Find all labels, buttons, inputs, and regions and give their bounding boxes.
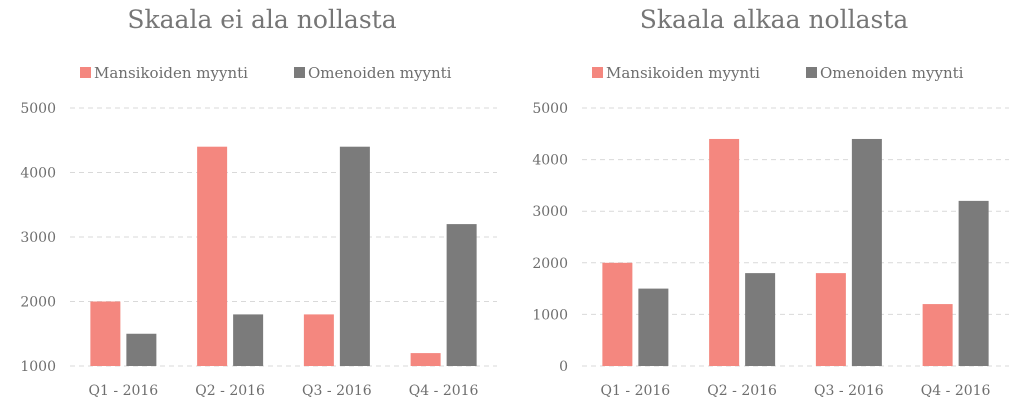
left-bar-omena-2 [233, 314, 264, 366]
left-x-tick-2: Q2 - 2016 [195, 383, 265, 399]
right-legend-label-1: Mansikoiden myynti [606, 64, 760, 82]
right-bar-mansikka-3 [815, 273, 846, 366]
right-x-tick-3: Q3 - 2016 [814, 383, 884, 399]
chart-left: Skaala ei ala nollasta Mansikoiden myynti… [20, 5, 497, 399]
left-bar-mansikka-3 [303, 314, 334, 366]
left-y-tick-4000: 4000 [20, 166, 56, 182]
left-x-tick-1: Q1 - 2016 [89, 383, 159, 399]
left-bar-mansikka-2 [197, 146, 228, 366]
right-x-tick-4: Q4 - 2016 [921, 383, 991, 399]
left-bar-omena-3 [339, 146, 370, 366]
left-x-tick-4: Q4 - 2016 [409, 383, 479, 399]
left-y-tick-5000: 5000 [20, 101, 56, 117]
right-bar-omena-3 [851, 138, 882, 366]
right-bar-mansikka-1 [602, 262, 633, 366]
left-legend-label-1: Mansikoiden myynti [94, 64, 248, 82]
left-legend-label-2: Omenoiden myynti [308, 64, 452, 82]
right-bar-mansikka-2 [709, 138, 740, 366]
right-y-tick-4000: 4000 [532, 153, 568, 169]
right-y-tick-0: 0 [559, 359, 568, 375]
right-legend-swatch-1 [592, 67, 603, 78]
left-legend-swatch-1 [80, 67, 91, 78]
right-y-tick-3000: 3000 [532, 204, 568, 220]
left-y-tick-2000: 2000 [20, 295, 56, 311]
right-y-tick-2000: 2000 [532, 256, 568, 272]
left-bar-omena-4 [446, 224, 477, 366]
left-y-tick-1000: 1000 [20, 359, 56, 375]
right-bar-mansikka-4 [922, 304, 953, 366]
right-bar-omena-2 [745, 273, 776, 366]
right-y-tick-5000: 5000 [532, 101, 568, 117]
left-bar-mansikka-1 [90, 301, 121, 366]
right-legend-label-2: Omenoiden myynti [820, 64, 964, 82]
left-y-tick-3000: 3000 [20, 230, 56, 246]
right-chart-title: Skaala alkaa nollasta [640, 5, 909, 34]
left-x-tick-3: Q3 - 2016 [302, 383, 372, 399]
left-chart-title: Skaala ei ala nollasta [127, 5, 396, 34]
left-bar-omena-1 [126, 333, 157, 366]
chart-right: Skaala alkaa nollasta Mansikoiden myynti O… [532, 5, 1009, 399]
right-legend-swatch-2 [806, 67, 817, 78]
right-bar-omena-1 [638, 288, 669, 366]
right-x-tick-2: Q2 - 2016 [707, 383, 777, 399]
left-bar-mansikka-4 [410, 353, 441, 366]
right-x-tick-1: Q1 - 2016 [601, 383, 671, 399]
right-y-tick-1000: 1000 [532, 307, 568, 323]
right-bar-omena-4 [958, 200, 989, 366]
left-legend-swatch-2 [294, 67, 305, 78]
